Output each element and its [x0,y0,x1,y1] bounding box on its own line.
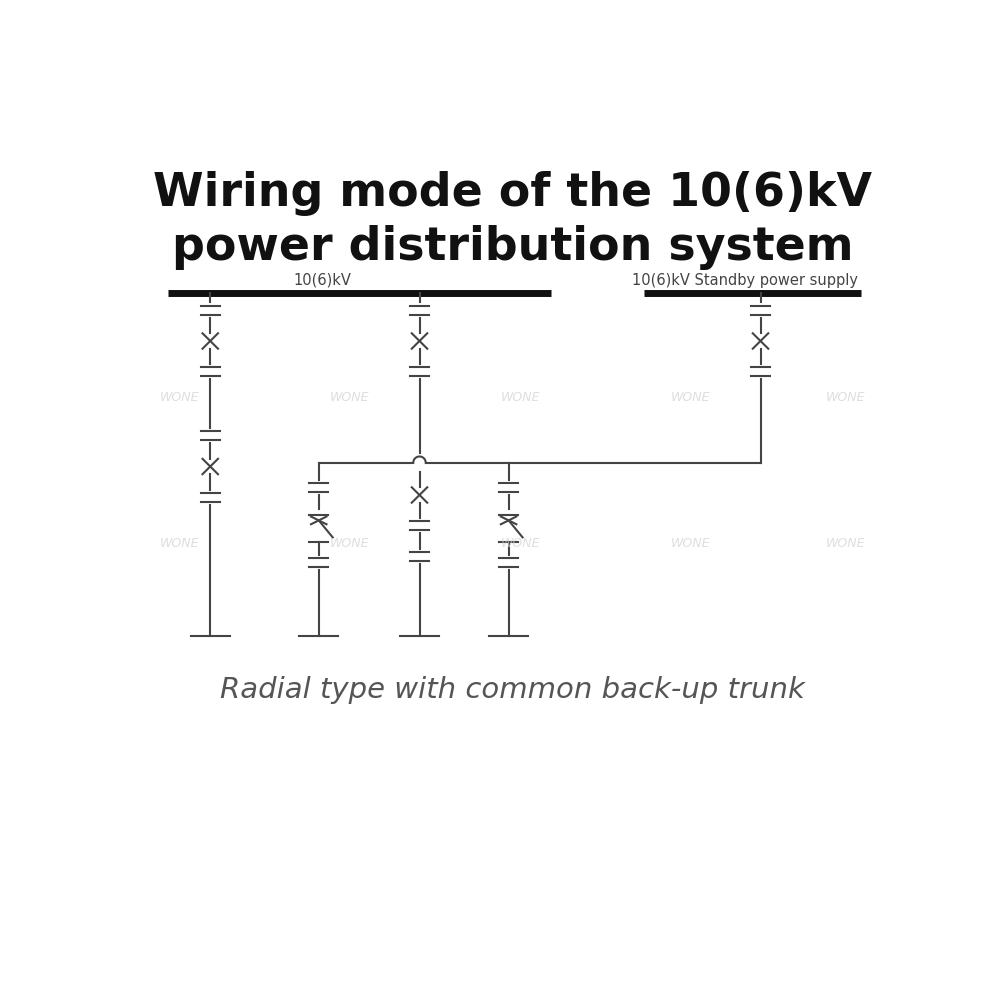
Text: 10(6)kV: 10(6)kV [294,273,352,288]
Text: WONE: WONE [671,391,710,404]
Text: WONE: WONE [330,391,370,404]
Text: WONE: WONE [160,391,199,404]
Text: WONE: WONE [826,391,866,404]
Text: WONE: WONE [671,537,710,550]
Text: WONE: WONE [330,537,370,550]
Text: WONE: WONE [501,537,540,550]
Text: WONE: WONE [501,391,540,404]
Text: power distribution system: power distribution system [172,225,853,270]
Text: Wiring mode of the 10(6)kV: Wiring mode of the 10(6)kV [153,171,872,216]
Text: 10(6)kV Standby power supply: 10(6)kV Standby power supply [632,273,858,288]
Text: WONE: WONE [826,537,866,550]
Text: Radial type with common back-up trunk: Radial type with common back-up trunk [220,676,805,704]
Text: WONE: WONE [160,537,199,550]
